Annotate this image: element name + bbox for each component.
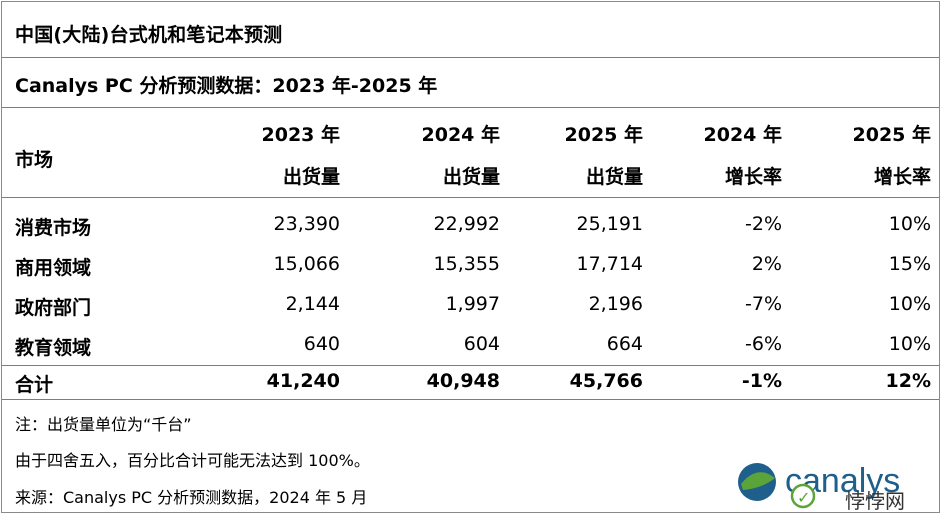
column-header-year: 2023 年 xyxy=(261,124,341,146)
row-label: 消费市场 xyxy=(15,217,92,239)
column-header-2025-shipments: 2025 年 出货量 xyxy=(565,125,644,188)
cell-2023-shipments: 41,240 xyxy=(266,370,340,392)
cell-2025-growth: 10% xyxy=(888,333,931,355)
column-header-year: 2025 年 xyxy=(852,124,932,146)
cell-2023-shipments: 15,066 xyxy=(273,253,340,275)
footnote-rounding: 由于四舍五入，百分比合计可能无法达到 100%。 xyxy=(15,451,370,470)
page-subtitle: Canalys PC 分析预测数据：2023 年-2025 年 xyxy=(15,75,438,97)
column-header-market: 市场 xyxy=(15,149,54,171)
footnote-source: 来源：Canalys PC 分析预测数据，2024 年 5 月 xyxy=(15,488,368,507)
column-header-metric: 增长率 xyxy=(724,166,782,188)
row-label: 商用领域 xyxy=(15,257,92,279)
cell-2024-growth: -2% xyxy=(745,213,782,235)
divider xyxy=(2,365,939,366)
cell-2025-growth: 15% xyxy=(888,253,931,275)
table-row: 教育领域 640 604 664 -6% 10% xyxy=(0,333,943,363)
column-header-year: 2025 年 xyxy=(564,124,644,146)
row-label: 合计 xyxy=(15,374,54,396)
column-header-metric: 增长率 xyxy=(873,166,931,188)
footnote-unit: 注：出货量单位为“千台” xyxy=(15,415,192,434)
canalys-logo: canalys ✓ 悖悖网 xyxy=(738,462,905,513)
cell-2024-growth: -6% xyxy=(745,333,782,355)
column-header-metric: 出货量 xyxy=(442,166,500,188)
column-header-year: 2024 年 xyxy=(703,124,783,146)
column-header-year: 2024 年 xyxy=(421,124,501,146)
cell-2024-shipments: 40,948 xyxy=(426,370,500,392)
table-row: 消费市场 23,390 22,992 25,191 -2% 10% xyxy=(0,213,943,243)
cell-2024-growth: 2% xyxy=(751,253,782,275)
cell-2025-growth: 12% xyxy=(885,370,931,392)
divider xyxy=(2,107,939,108)
cell-2025-shipments: 45,766 xyxy=(569,370,643,392)
row-label: 政府部门 xyxy=(15,297,92,319)
svg-text:✓: ✓ xyxy=(797,490,810,507)
divider xyxy=(2,57,939,58)
column-header-metric: 出货量 xyxy=(282,166,340,188)
cell-2025-shipments: 664 xyxy=(606,333,643,355)
divider xyxy=(2,197,939,198)
cell-2025-growth: 10% xyxy=(888,213,931,235)
cell-2023-shipments: 640 xyxy=(303,333,340,355)
column-header-2024-growth: 2024 年 增长率 xyxy=(704,125,783,188)
table-row: 商用领域 15,066 15,355 17,714 2% 15% xyxy=(0,253,943,283)
cell-2024-shipments: 22,992 xyxy=(433,213,500,235)
cell-2024-shipments: 15,355 xyxy=(433,253,500,275)
column-header-2023-shipments: 2023 年 出货量 xyxy=(262,125,341,188)
cell-2024-shipments: 604 xyxy=(463,333,500,355)
divider xyxy=(2,399,939,400)
cell-2025-shipments: 17,714 xyxy=(576,253,643,275)
cell-2025-shipments: 2,196 xyxy=(588,293,643,315)
cell-2024-growth: -1% xyxy=(741,370,782,392)
cell-2023-shipments: 2,144 xyxy=(285,293,340,315)
watermark-text: 悖悖网 xyxy=(845,489,905,513)
column-header-2024-shipments: 2024 年 出货量 xyxy=(422,125,501,188)
cell-2025-shipments: 25,191 xyxy=(576,213,643,235)
row-label: 教育领域 xyxy=(15,337,92,359)
total-row: 合计 41,240 40,948 45,766 -1% 12% xyxy=(0,370,943,400)
cell-2024-growth: -7% xyxy=(745,293,782,315)
column-header-2025-growth: 2025 年 增长率 xyxy=(853,125,932,188)
column-header-metric: 出货量 xyxy=(585,166,643,188)
cell-2024-shipments: 1,997 xyxy=(445,293,500,315)
cell-2023-shipments: 23,390 xyxy=(273,213,340,235)
table-row: 政府部门 2,144 1,997 2,196 -7% 10% xyxy=(0,293,943,323)
page-title: 中国(大陆)台式机和笔记本预测 xyxy=(15,24,283,46)
cell-2025-growth: 10% xyxy=(888,293,931,315)
